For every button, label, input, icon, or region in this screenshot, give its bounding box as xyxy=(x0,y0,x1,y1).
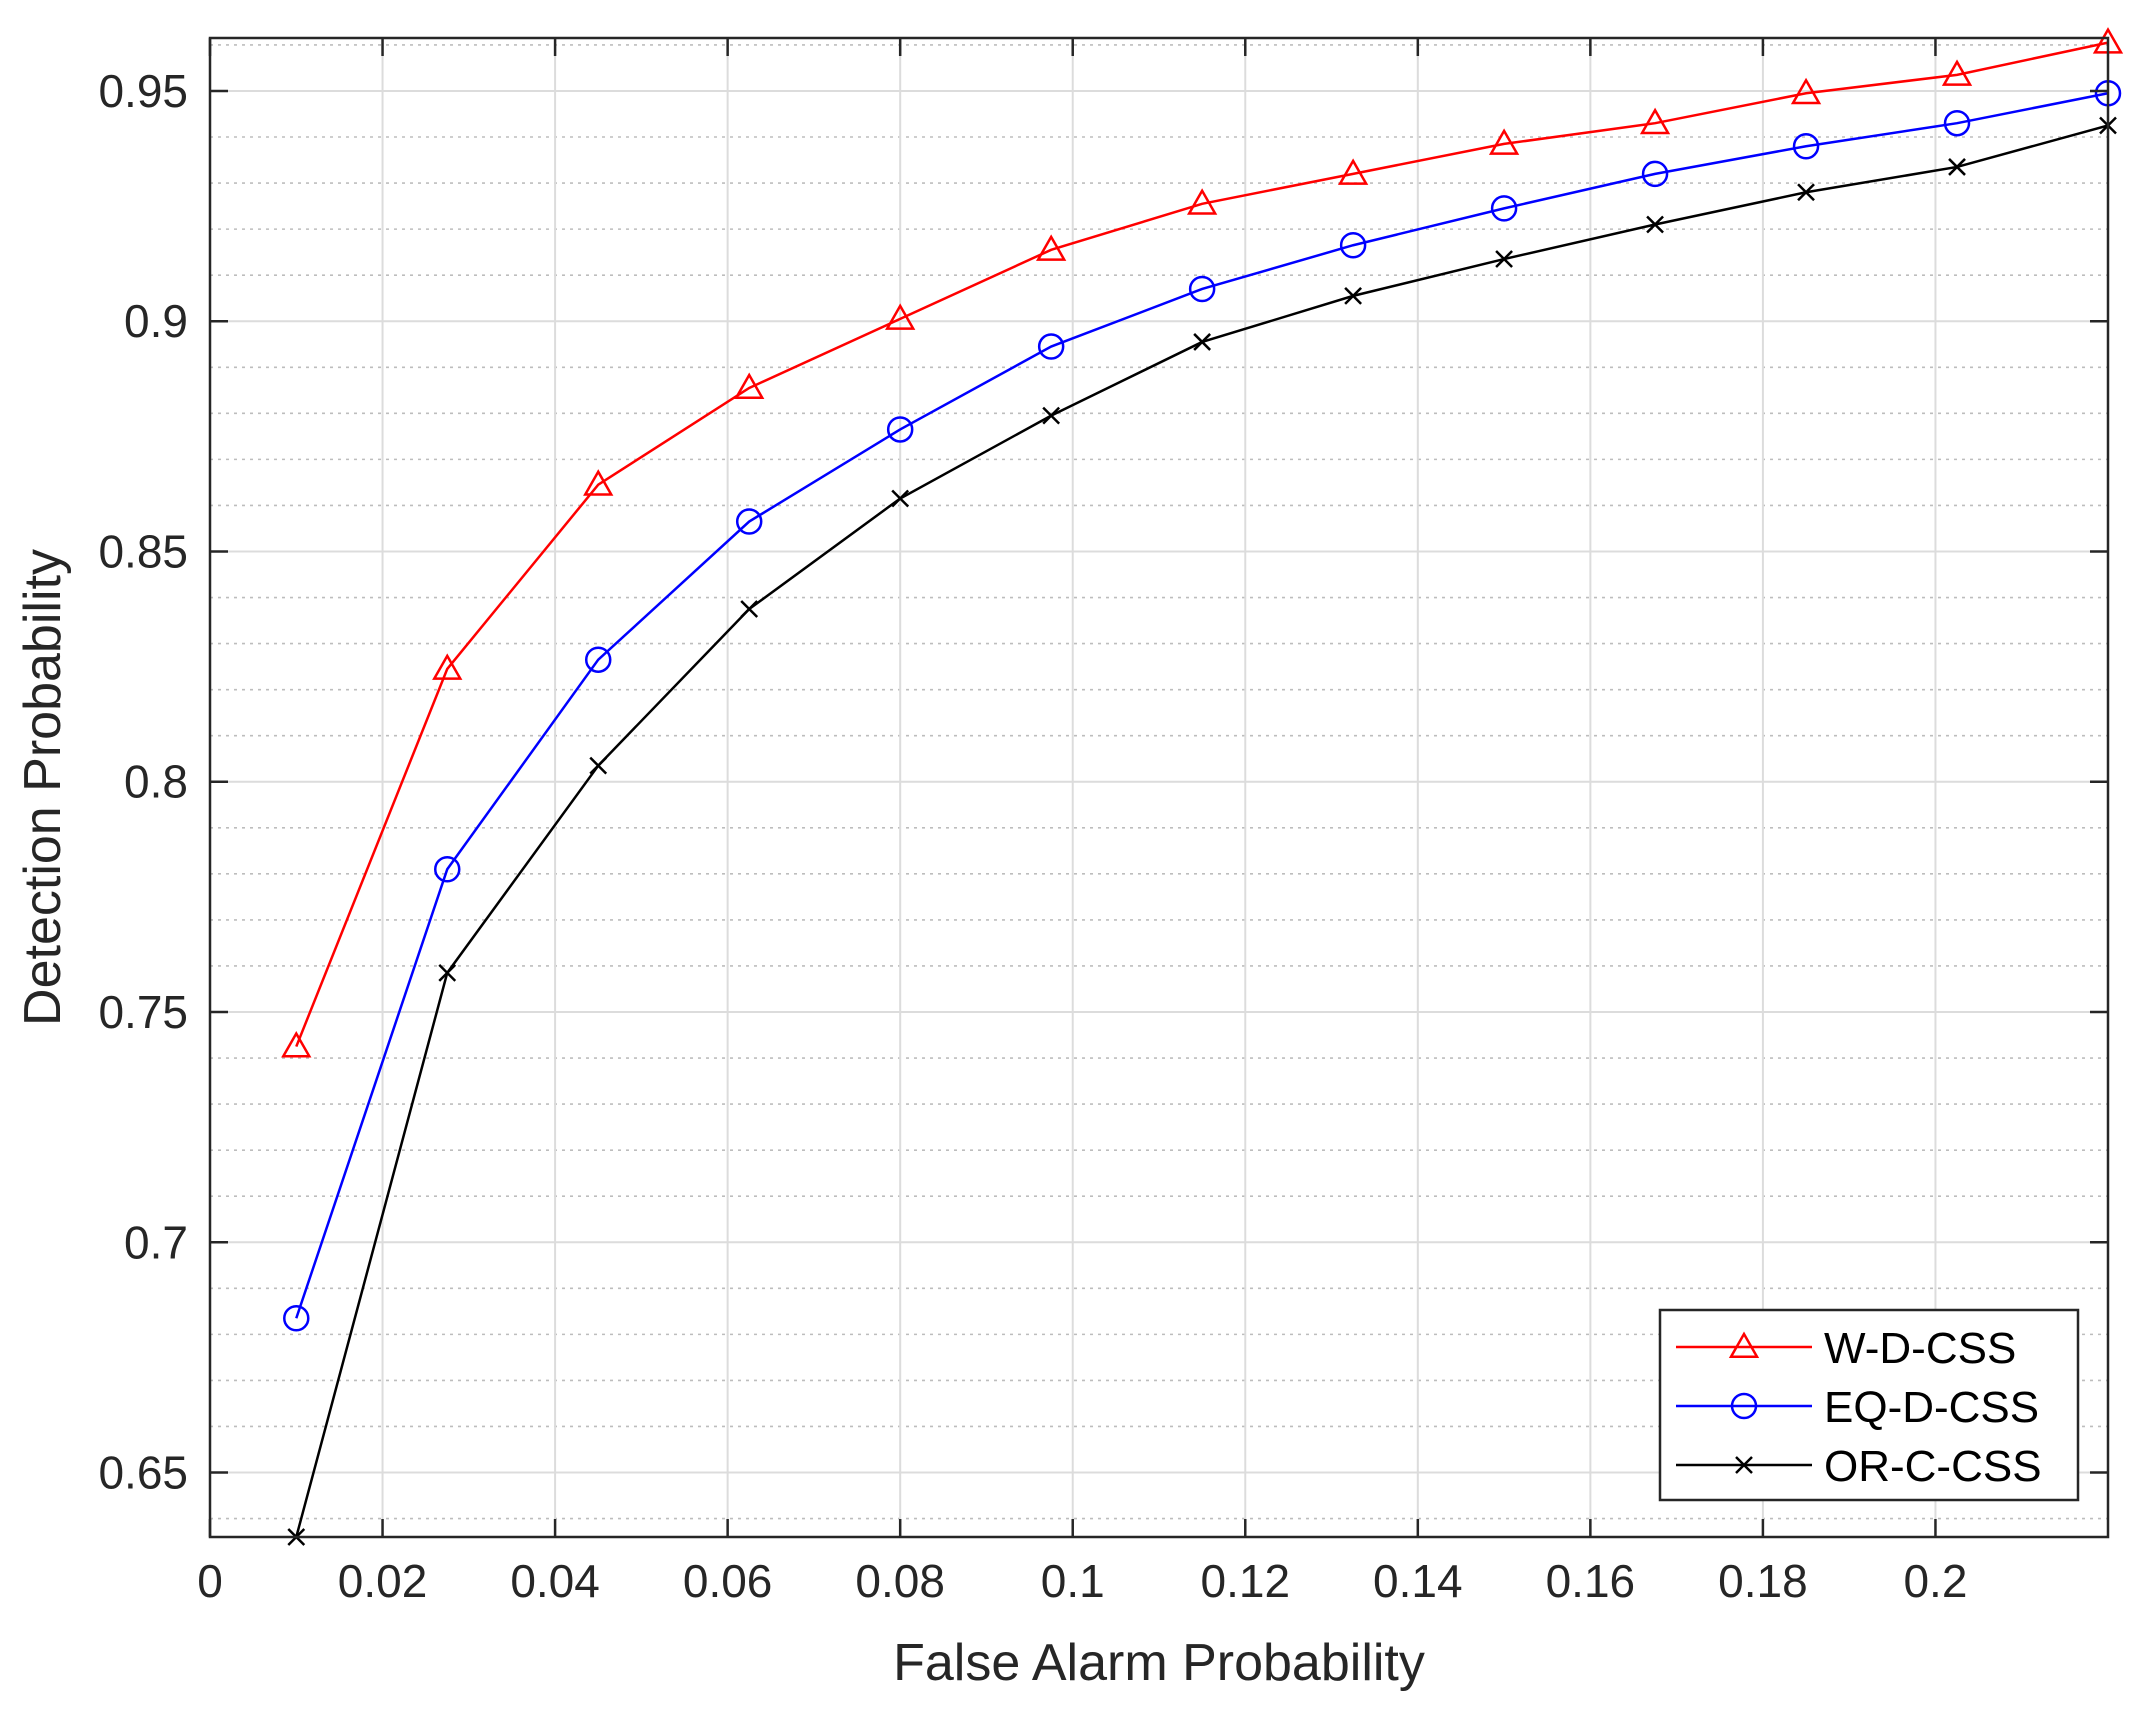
data-point xyxy=(1495,250,1513,268)
legend-marker xyxy=(1735,1456,1753,1474)
data-point xyxy=(434,855,461,883)
x-tick-label: 0.08 xyxy=(855,1555,945,1607)
y-tick-label: 0.8 xyxy=(124,756,188,808)
x-tick-label: 0.14 xyxy=(1373,1555,1463,1607)
x-tick-label: 0.1 xyxy=(1041,1555,1105,1607)
x-axis-label: False Alarm Probability xyxy=(893,1634,1425,1692)
legend-item-eq-d-css: EQ-D-CSS xyxy=(1676,1383,2039,1432)
y-tick-label: 0.9 xyxy=(124,295,188,347)
legend: W-D-CSS EQ-D-CSS OR-C-CSS xyxy=(1658,1308,2080,1502)
data-point xyxy=(1037,333,1065,360)
data-point xyxy=(1639,107,1671,135)
x-marker-stroke xyxy=(891,489,910,508)
data-point xyxy=(735,508,763,535)
x-tick-label: 0.16 xyxy=(1546,1555,1636,1607)
data-point xyxy=(584,646,612,673)
legend-label: W-D-CSS xyxy=(1824,1324,2016,1373)
data-point xyxy=(1790,77,1822,105)
data-point xyxy=(1036,234,1067,261)
series-layer xyxy=(281,27,2124,1546)
data-point xyxy=(1193,333,1212,351)
data-point xyxy=(1488,128,1520,155)
data-point xyxy=(583,469,614,496)
x-marker-stroke xyxy=(1646,215,1664,234)
data-point xyxy=(1339,231,1367,259)
y-tick-label: 0.75 xyxy=(98,986,188,1038)
series-w-d-css xyxy=(281,27,2124,1058)
data-point xyxy=(1941,59,1973,86)
legend-marker xyxy=(1728,1331,1760,1358)
data-point xyxy=(283,1305,310,1332)
axes-frame xyxy=(208,36,2110,1539)
legend-label: OR-C-CSS xyxy=(1824,1442,2042,1491)
x-marker-stroke xyxy=(1735,1456,1753,1474)
data-point xyxy=(1490,195,1518,222)
data-point xyxy=(438,963,457,982)
data-point xyxy=(1797,183,1815,202)
data-point xyxy=(1948,158,1966,176)
legend-marker xyxy=(1730,1392,1758,1420)
x-marker-stroke xyxy=(740,600,759,618)
x-tick-label: 0.18 xyxy=(1718,1555,1808,1607)
data-point xyxy=(1186,188,1218,215)
y-tick-label: 0.95 xyxy=(98,65,188,117)
x-marker-stroke xyxy=(1344,287,1362,305)
x-marker-stroke xyxy=(589,756,608,775)
x-tick-label: 0.02 xyxy=(338,1555,428,1607)
x-marker-stroke xyxy=(1797,183,1815,202)
data-point xyxy=(281,1031,312,1058)
x-tick-label: 0.2 xyxy=(1903,1555,1967,1607)
data-point xyxy=(1792,132,1820,160)
x-tick-label: 0 xyxy=(197,1555,223,1607)
data-point xyxy=(1646,215,1664,234)
data-point xyxy=(886,416,914,443)
y-tick-label: 0.7 xyxy=(124,1216,188,1268)
series-line xyxy=(295,41,2109,1048)
x-marker-stroke xyxy=(1193,333,1212,351)
series-eq-d-css xyxy=(283,80,2122,1332)
data-point xyxy=(1943,109,1971,137)
x-marker-stroke xyxy=(438,963,457,982)
data-point xyxy=(1344,287,1362,305)
data-point xyxy=(1337,158,1369,185)
legend-item-w-d-css: W-D-CSS xyxy=(1676,1324,2016,1373)
data-point xyxy=(740,600,759,618)
series-or-c-css xyxy=(287,116,2117,1546)
y-tick-label: 0.85 xyxy=(98,525,188,577)
data-point xyxy=(432,653,463,680)
data-point xyxy=(891,489,910,508)
data-point xyxy=(1042,406,1061,425)
data-point xyxy=(1188,275,1216,303)
legend-label: EQ-D-CSS xyxy=(1824,1383,2039,1432)
x-marker-stroke xyxy=(1042,406,1061,425)
y-tick-label: 0.65 xyxy=(98,1447,188,1499)
series-line xyxy=(295,92,2109,1319)
x-marker-stroke xyxy=(1948,158,1966,176)
data-point xyxy=(885,303,916,330)
x-tick-label: 0.06 xyxy=(683,1555,773,1607)
data-point xyxy=(589,756,608,775)
x-tick-label: 0.12 xyxy=(1201,1555,1291,1607)
x-tick-label: 0.04 xyxy=(510,1555,600,1607)
legend-item-or-c-css: OR-C-CSS xyxy=(1676,1442,2042,1491)
ticks: 0 0.02 0.04 0.06 0.08 0.1 0.12 0.14 0.16 0.18 0.2 0… xyxy=(98,38,2108,1607)
x-marker-stroke xyxy=(1495,250,1513,268)
data-point xyxy=(734,372,765,399)
y-axis-label: Detection Probability xyxy=(14,549,72,1026)
data-point xyxy=(1641,160,1669,188)
grid xyxy=(209,38,2108,1537)
